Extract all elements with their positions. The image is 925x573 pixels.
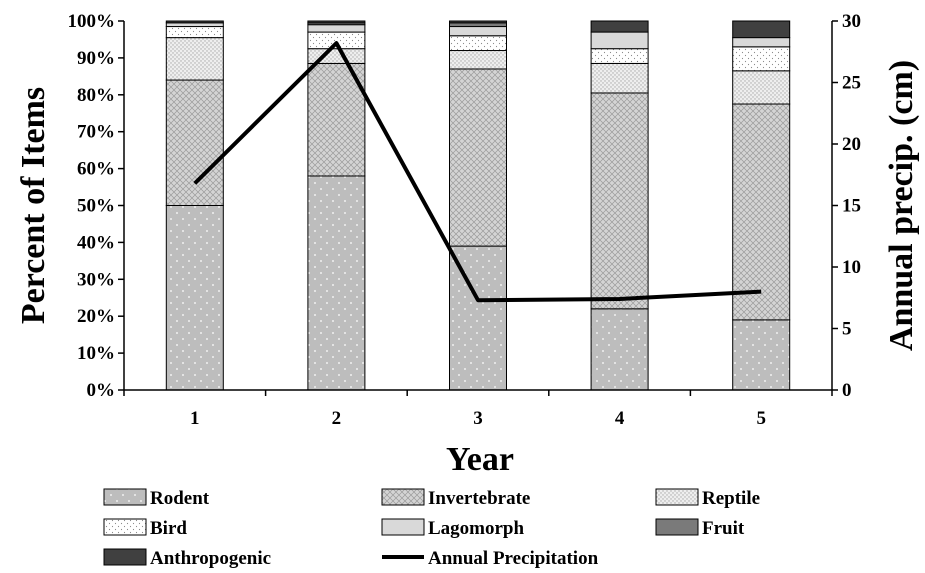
bar-bird-year-4 — [590, 48, 649, 64]
y-tick-label: 30% — [77, 269, 115, 290]
legend-label-annual-precipitation: Annual Precipitation — [428, 548, 599, 569]
y-tick-label: 50% — [77, 196, 115, 217]
bar-reptile-year-1 — [165, 37, 224, 81]
bar-anthropogenic-year-3 — [449, 20, 507, 24]
x-axis-title: Year — [446, 441, 514, 478]
x-tick-label: 4 — [615, 408, 625, 429]
bar-rodent-year-5 — [732, 319, 791, 391]
y-tick-label: 0% — [87, 380, 116, 401]
bar-invertebrate-year-3 — [449, 68, 507, 247]
legend-swatch-anthropogenic — [103, 548, 147, 566]
y2-tick-label: 5 — [842, 319, 852, 340]
legend-label-bird: Bird — [150, 518, 187, 539]
bar-fruit-year-3 — [449, 22, 507, 28]
bar-lagomorph-year-2 — [307, 24, 366, 33]
bar-rodent-year-2 — [307, 175, 366, 391]
legend-label-invertebrate: Invertebrate — [428, 488, 530, 509]
y-tick-label: 90% — [77, 48, 115, 69]
y-tick-label: 100% — [68, 11, 116, 32]
legend-swatch-fruit — [655, 518, 699, 536]
bar-reptile-year-5 — [732, 70, 791, 105]
bar-anthropogenic-year-4 — [590, 20, 649, 33]
legend-swatch-rodent — [103, 488, 147, 506]
bar-invertebrate-year-1 — [165, 79, 224, 206]
bar-lagomorph-year-5 — [732, 37, 791, 48]
legend-swatch-invertebrate — [381, 488, 425, 506]
bar-invertebrate-year-2 — [307, 62, 366, 177]
bar-anthropogenic-year-2 — [307, 20, 366, 24]
y2-tick-label: 0 — [842, 380, 852, 401]
bar-anthropogenic-year-1 — [165, 20, 224, 24]
legend-label-reptile: Reptile — [702, 488, 760, 509]
legend: Rodent Invertebrate Reptile Bird Lagomorph Fr… — [103, 488, 760, 569]
precipitation-line — [193, 41, 762, 303]
legend-swatch-bird — [103, 518, 147, 536]
bar-rodent-year-3 — [449, 245, 507, 391]
y2-tick-label: 20 — [842, 134, 861, 155]
legend-label-lagomorph: Lagomorph — [428, 518, 525, 539]
legend-label-rodent: Rodent — [150, 488, 210, 509]
y2-axis-title: Annual precip. (cm) — [883, 60, 920, 351]
bar-bird-year-5 — [732, 46, 791, 72]
y-tick-label: 20% — [77, 306, 115, 327]
bar-bird-year-1 — [165, 26, 224, 39]
y2-tick-label: 25 — [842, 73, 861, 94]
legend-swatch-lagomorph — [381, 518, 425, 536]
x-tick-label: 2 — [332, 408, 342, 429]
bar-lagomorph-year-1 — [165, 22, 224, 28]
y-tick-label: 80% — [77, 85, 115, 106]
bar-reptile-year-3 — [449, 50, 507, 70]
legend-label-fruit: Fruit — [702, 518, 745, 539]
x-tick-label: 1 — [190, 408, 200, 429]
y2-tick-label: 15 — [842, 196, 861, 217]
y-tick-label: 70% — [77, 122, 115, 143]
bar-bird-year-3 — [449, 35, 507, 52]
bar-reptile-year-4 — [590, 62, 649, 94]
bars-layer — [165, 20, 791, 391]
axes-layer: 0%10%20%30%40%50%60%70%80%90%100%0510152… — [15, 11, 920, 478]
y-tick-label: 10% — [77, 343, 115, 364]
y2-tick-label: 30 — [842, 11, 861, 32]
y-tick-label: 60% — [77, 159, 115, 180]
bar-anthropogenic-year-5 — [732, 20, 791, 39]
bar-lagomorph-year-3 — [449, 26, 507, 37]
legend-label-anthropogenic: Anthropogenic — [150, 548, 271, 569]
bar-rodent-year-4 — [590, 308, 649, 391]
legend-swatch-reptile — [655, 488, 699, 506]
bar-invertebrate-year-4 — [590, 92, 649, 310]
precipitation-line-layer — [193, 41, 762, 303]
bar-lagomorph-year-4 — [590, 31, 649, 50]
y2-tick-label: 10 — [842, 257, 861, 278]
x-tick-label: 3 — [473, 408, 483, 429]
y-axis-title: Percent of Items — [15, 87, 52, 324]
x-tick-label: 5 — [756, 408, 766, 429]
bar-invertebrate-year-5 — [732, 103, 791, 321]
bar-rodent-year-1 — [165, 205, 224, 391]
y-tick-label: 40% — [77, 232, 115, 253]
